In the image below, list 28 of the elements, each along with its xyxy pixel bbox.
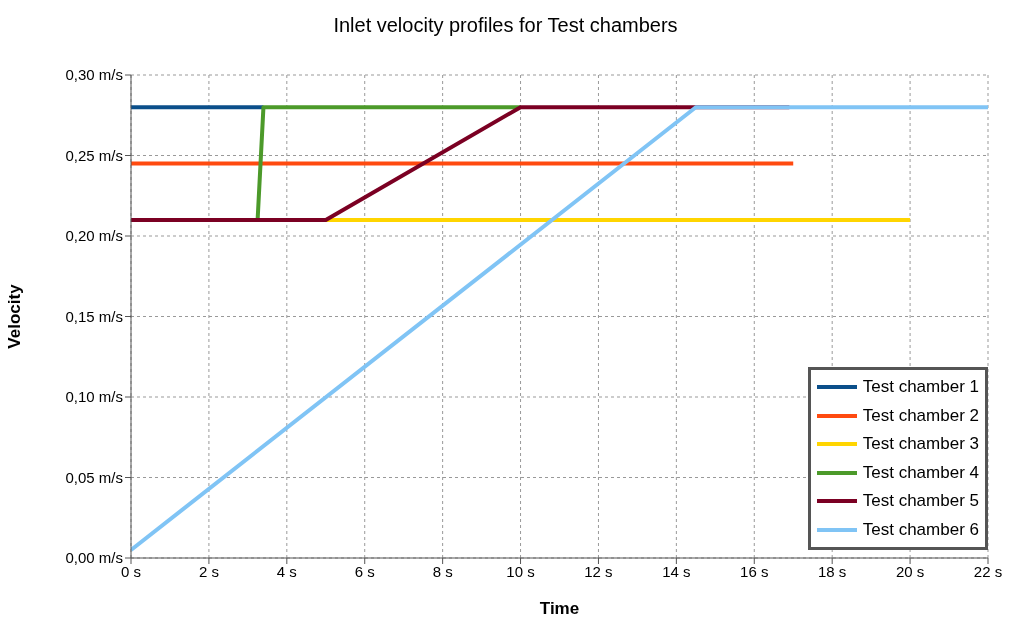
x-tick-label: 6 s [354, 562, 375, 580]
x-tick-label: 20 s [895, 562, 925, 580]
y-tick-label: 0,15 m/s [65, 307, 123, 325]
legend-label: Test chamber 4 [862, 461, 979, 484]
x-tick-label: 8 s [432, 562, 453, 580]
x-tick-label: 14 s [662, 562, 691, 580]
x-tick-label: 10 s [506, 562, 535, 580]
y-tick-label: 0,10 m/s [65, 388, 123, 406]
x-tick-label: 4 s [276, 562, 297, 580]
y-tick-label: 0,20 m/s [65, 227, 123, 245]
y-tick-label: 0,30 m/s [65, 66, 123, 84]
legend-label: Test chamber 1 [862, 376, 979, 398]
y-tick-label: 0,00 m/s [65, 549, 123, 567]
x-tick-label: 12 s [584, 562, 613, 580]
x-tick-label: 0 s [120, 562, 142, 580]
x-tick-label: 2 s [198, 562, 219, 580]
chart-title: Inlet velocity profiles for Test chambers [332, 14, 679, 37]
legend-label: Test chamber 5 [862, 490, 979, 512]
x-axis-title: Time [539, 599, 580, 618]
legend-label: Test chamber 2 [862, 404, 979, 427]
y-tick-label: 0,05 m/s [65, 468, 123, 486]
legend-label: Test chamber 3 [862, 433, 979, 455]
x-tick-label: 22 s [973, 562, 1003, 580]
legend-label: Test chamber 6 [862, 518, 979, 541]
x-tick-label: 18 s [818, 562, 847, 580]
x-tick-label: 16 s [740, 562, 769, 580]
y-tick-label: 0,25 m/s [65, 146, 123, 164]
y-axis-title: Velocity [5, 283, 25, 349]
